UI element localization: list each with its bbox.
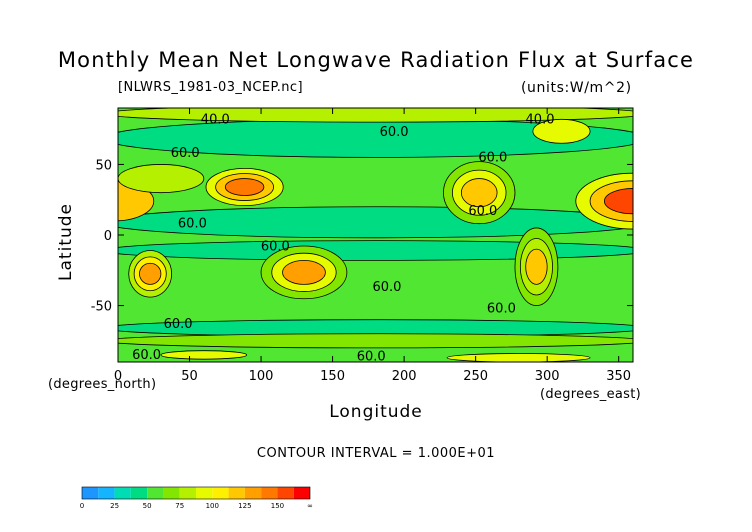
x-tick-label-3: 150 xyxy=(320,369,345,384)
colorbar-swatch-12 xyxy=(277,487,294,499)
region-eurasia xyxy=(118,164,205,194)
colorbar-swatch-7 xyxy=(196,487,213,499)
region-greenland xyxy=(532,118,591,144)
colorbar-tick-5: 125 xyxy=(238,502,251,510)
region-1-core xyxy=(224,178,265,196)
colorbar-tick-1: 25 xyxy=(110,502,119,510)
x-axis-title: Longitude xyxy=(329,402,423,422)
contour-label-5: 60.0 xyxy=(178,217,207,232)
colorbar-swatch-13 xyxy=(293,487,310,499)
colorbar-swatch-11 xyxy=(261,487,278,499)
contour-label-1: 40.0 xyxy=(526,112,555,127)
colorbar-tick-3: 75 xyxy=(175,502,184,510)
colorbar: 0 25 50 75 100 125 150 ∞ xyxy=(80,486,313,510)
colorbar-swatch-1 xyxy=(98,487,115,499)
y-tick-label-2: 50 xyxy=(95,158,112,173)
tropical-band-south xyxy=(118,240,633,261)
antarctic-coast-band xyxy=(118,333,633,349)
contour-interval-label: CONTOUR INTERVAL = 1.000E+01 xyxy=(256,446,496,461)
region-0-core xyxy=(603,188,633,215)
colorbar-swatch-2 xyxy=(114,487,131,499)
x-tick-label-7: 350 xyxy=(606,369,631,384)
contour-label-8: 60.0 xyxy=(372,280,401,295)
x-tick-label-4: 200 xyxy=(392,369,417,384)
contour-label-3: 60.0 xyxy=(478,150,507,165)
y-tick-label-0: -50 xyxy=(91,300,112,315)
x-tick-label-2: 100 xyxy=(249,369,274,384)
colorbar-tick-2: 50 xyxy=(143,502,152,510)
contour-label-7: 60.0 xyxy=(261,239,290,254)
colorbar-swatch-8 xyxy=(212,487,229,499)
x-unit-label: (degrees_east) xyxy=(540,387,642,402)
region-2-core xyxy=(139,262,162,285)
file-label: [NLWRS_1981-03_NCEP.nc] xyxy=(118,80,303,95)
x-tick-label-0: 0 xyxy=(114,369,122,384)
axes: 0 50 100 150 200 250 300 350 -50 0 50 xyxy=(91,108,633,384)
contour-label-10: 60.0 xyxy=(164,317,193,332)
colorbar-swatch-4 xyxy=(147,487,164,499)
contour-label-6: 60.0 xyxy=(468,204,497,219)
colorbar-tick-0: 0 xyxy=(80,502,84,510)
contour-label-12: 60.0 xyxy=(357,349,386,364)
region-3-core xyxy=(282,259,326,285)
region-antarctica-east xyxy=(446,353,591,362)
contour-label-9: 60.0 xyxy=(487,301,516,316)
colorbar-swatch-0 xyxy=(82,487,99,499)
colorbar-swatch-3 xyxy=(130,487,148,499)
contour-label-2: 60.0 xyxy=(380,125,409,140)
region-5-core xyxy=(525,248,548,285)
contour-label-0: 40.0 xyxy=(201,112,230,127)
colorbar-tick-4: 100 xyxy=(206,502,219,510)
colorbar-frame xyxy=(81,486,311,500)
chart-title: Monthly Mean Net Longwave Radiation Flux… xyxy=(57,48,695,72)
contour-label-11: 60.0 xyxy=(132,348,161,363)
colorbar-tick-6: 150 xyxy=(271,502,284,510)
x-tick-label-1: 50 xyxy=(181,369,198,384)
x-tick-label-5: 250 xyxy=(463,369,488,384)
heatmap-field xyxy=(118,108,633,362)
region-4-core xyxy=(460,178,498,208)
colorbar-tick-7: ∞ xyxy=(307,502,313,510)
arctic-band xyxy=(118,108,633,123)
region-antarctica-west xyxy=(160,350,248,360)
contour-label-4: 60.0 xyxy=(171,146,200,161)
y-unit-label: (degrees_north) xyxy=(48,377,157,392)
units-label: (units:W/m^2) xyxy=(521,80,632,96)
colorbar-swatch-10 xyxy=(244,487,262,499)
y-tick-label-1: 0 xyxy=(104,229,112,244)
colorbar-swatch-9 xyxy=(228,487,245,499)
colorbar-swatch-6 xyxy=(179,487,196,499)
x-tick-label-6: 300 xyxy=(535,369,560,384)
colorbar-swatch-5 xyxy=(163,487,180,499)
contour-label-group: 40.0 40.0 60.0 60.0 60.0 60.0 60.0 60.0 60.0 60.0… xyxy=(132,112,555,364)
